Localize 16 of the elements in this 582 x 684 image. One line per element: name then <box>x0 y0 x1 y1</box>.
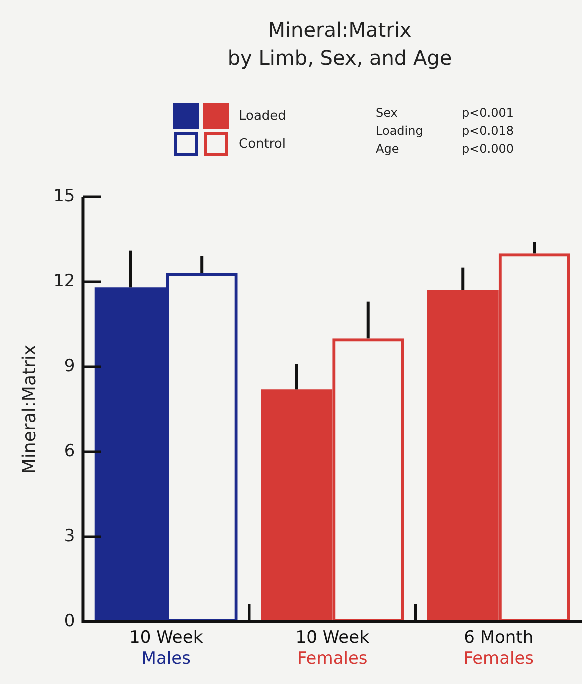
x-tick-label: 6 Month Females <box>464 628 534 669</box>
y-tick-label: 6 <box>64 441 76 462</box>
chart-title: Mineral:Matrix by Limb, Sex, and Age <box>226 17 454 72</box>
x-tick-label: 10 Week Females <box>296 628 370 669</box>
text: Loading p<0.018 <box>376 124 514 138</box>
y-tick-label: 3 <box>64 526 76 546</box>
legend-label: Control <box>239 136 286 152</box>
y-tick-label: 0 <box>64 611 76 632</box>
y-axis-title: Mineral:Matrix <box>19 344 40 474</box>
y-tick-label: 9 <box>64 356 76 376</box>
text: Age p<0.000 <box>376 142 514 156</box>
y-tick-label: 15 <box>54 186 76 206</box>
x-tick-label: 10 Week Males <box>130 628 204 669</box>
text: Sex p<0.001 <box>376 106 514 120</box>
y-tick-label: 12 <box>54 271 76 292</box>
legend-label: Loaded <box>239 108 286 124</box>
